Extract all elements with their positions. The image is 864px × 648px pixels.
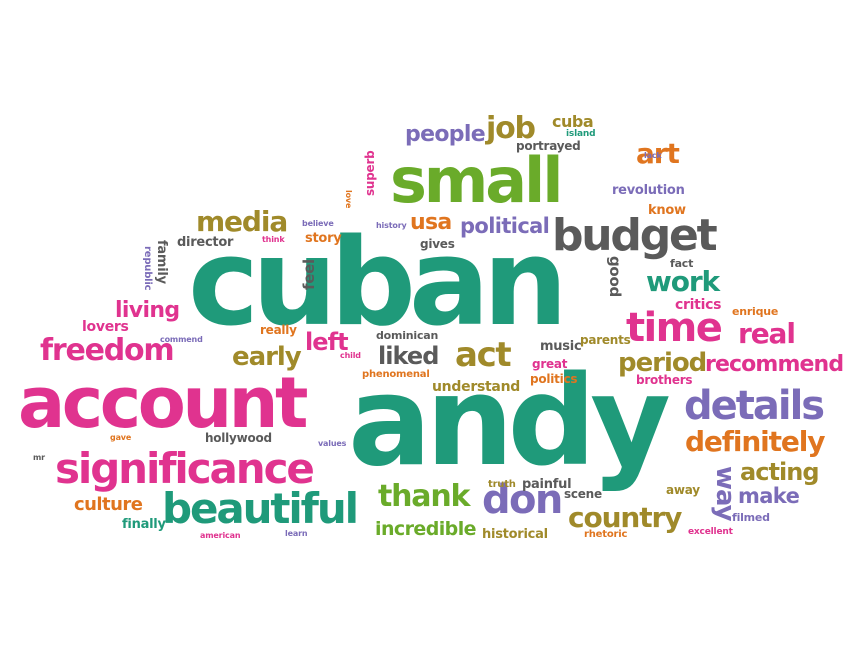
word-filmed: filmed (732, 511, 770, 524)
word-learn: learn (285, 529, 308, 538)
word-political: political (460, 214, 550, 238)
word-scene: scene (564, 487, 602, 501)
word-people: people (405, 122, 486, 147)
word-significance: significance (55, 444, 315, 493)
word-time: time (626, 305, 723, 351)
word-feel: feel (300, 259, 318, 290)
word-believe: believe (302, 219, 334, 228)
word-fact: fact (670, 257, 694, 270)
word-island: island (566, 129, 596, 139)
word-mr: mr (33, 453, 45, 462)
word-acting: acting (740, 458, 820, 486)
word-phenomenal: phenomenal (362, 369, 430, 380)
word-recommend: recommend (705, 352, 844, 377)
word-finally: finally (122, 517, 166, 532)
word-brothers: brothers (636, 373, 693, 387)
word-cuban: cuban (188, 214, 568, 353)
word-usa: usa (410, 210, 452, 235)
word-love: love (344, 190, 353, 209)
word-beautiful: beautiful (162, 484, 359, 533)
word-small: small (390, 144, 563, 217)
word-dominican: dominican (376, 329, 439, 342)
word-art: art (636, 137, 680, 170)
word-values: values (318, 439, 347, 448)
word-american: american (200, 531, 241, 540)
word-liked: liked (378, 342, 439, 370)
word-lovers: lovers (82, 319, 129, 335)
word-music: music (540, 339, 582, 354)
word-excellent: excellent (688, 527, 733, 537)
word-media: media (196, 205, 288, 238)
word-politics: politics (530, 372, 578, 386)
word-early: early (232, 342, 302, 372)
word-incredible: incredible (375, 518, 477, 540)
word-really: really (260, 323, 297, 337)
word-critics: critics (675, 297, 722, 313)
word-director: director (177, 235, 234, 250)
word-gave: gave (110, 433, 132, 442)
word-truth: truth (488, 479, 516, 490)
word-budget: budget (552, 210, 718, 261)
word-job: job (486, 111, 536, 146)
word-family: family (154, 240, 169, 284)
word-republic: republic (142, 246, 153, 291)
word-living: living (115, 298, 180, 323)
word-thank: thank (378, 479, 470, 514)
word-cuba: cuba (552, 112, 594, 131)
word-enrique: enrique (732, 305, 779, 318)
word-superb: superb (363, 150, 377, 196)
word-understand: understand (432, 379, 521, 395)
word-real: real (738, 317, 796, 350)
word-away: away (666, 483, 700, 497)
word-act: act (455, 335, 512, 375)
word-work: work (646, 265, 720, 298)
word-revolution: revolution (612, 183, 685, 198)
word-painful: painful (522, 477, 572, 492)
word-historical: historical (482, 527, 548, 542)
word-left: left (305, 328, 349, 356)
word-commend: commend (160, 335, 203, 344)
word-hollywood: hollywood (205, 431, 272, 445)
word-details: details (684, 383, 825, 429)
word-know: know (648, 203, 686, 218)
word-make: make (738, 484, 800, 508)
word-good: good (606, 256, 624, 297)
word-country: country (568, 501, 682, 534)
word-culture: culture (74, 494, 143, 515)
word-account: account (18, 362, 308, 444)
word-definitely: definitely (685, 425, 825, 458)
word-history: history (376, 221, 407, 230)
word-don: don (482, 477, 563, 523)
word-child: child (340, 351, 361, 360)
word-rhetoric: rhetoric (584, 529, 628, 540)
word-andy: andy (348, 350, 671, 494)
word-portrayed: portrayed (516, 139, 581, 153)
word-parents: parents (580, 333, 631, 347)
word-period: period (618, 348, 707, 378)
word-think: think (262, 235, 285, 244)
word-gives: gives (420, 237, 455, 251)
word-great: great (532, 357, 568, 371)
word-freedom: freedom (40, 333, 175, 368)
word-lack: lack (644, 151, 662, 160)
word-story: story (305, 231, 342, 246)
